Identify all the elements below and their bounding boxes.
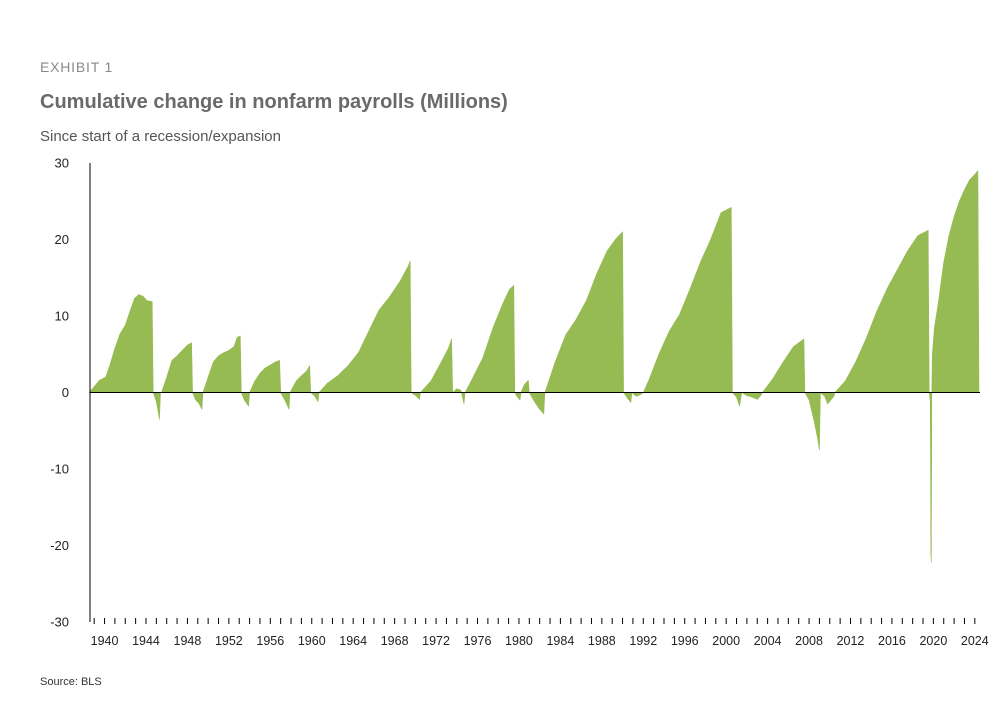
x-tick-label: 2008 — [795, 634, 823, 648]
area-layer — [88, 170, 980, 563]
x-tick-label: 2004 — [754, 634, 782, 648]
y-tick-label: 20 — [55, 232, 69, 247]
x-tick-label: 1992 — [629, 634, 657, 648]
x-tick-label: 1964 — [339, 634, 367, 648]
y-tick-label: 0 — [62, 385, 69, 400]
x-tick-label: 1988 — [588, 634, 616, 648]
y-tick-label: 30 — [55, 156, 69, 171]
x-tick-label: 1952 — [215, 634, 243, 648]
x-tick-label: 2024 — [961, 634, 989, 648]
x-tick-label: 1940 — [91, 634, 119, 648]
x-tick-label: 1960 — [298, 634, 326, 648]
x-tick-label: 1968 — [381, 634, 409, 648]
x-tick-label: 1980 — [505, 634, 533, 648]
x-tick-label: 1944 — [132, 634, 160, 648]
x-tick-label: 1948 — [174, 634, 202, 648]
chart-subtitle: Since start of a recession/expansion — [40, 128, 281, 145]
x-tick-label: 2012 — [837, 634, 865, 648]
x-tick-label: 1984 — [546, 634, 574, 648]
x-tick-label: 2000 — [712, 634, 740, 648]
x-tick-label: 2020 — [919, 634, 947, 648]
source-note: Source: BLS — [40, 676, 102, 688]
x-tick-label: 1996 — [671, 634, 699, 648]
exhibit-label: EXHIBIT 1 — [40, 59, 114, 75]
x-tick-label: 2016 — [878, 634, 906, 648]
y-tick-label: -10 — [50, 462, 69, 477]
x-tick-label: 1972 — [422, 634, 450, 648]
x-tick-label: 1956 — [256, 634, 284, 648]
axis-layer: 30 20 10 0 -10 -20 -30 1940 1944 1948 1952 1956 1960… — [50, 156, 989, 649]
x-tick-label: 1976 — [464, 634, 492, 648]
y-tick-label: -20 — [50, 538, 69, 553]
y-tick-label: 10 — [55, 309, 69, 324]
payroll-change-area — [88, 170, 980, 563]
chart-title: Cumulative change in nonfarm payrolls (M… — [40, 91, 508, 113]
y-tick-label: -30 — [50, 615, 69, 630]
